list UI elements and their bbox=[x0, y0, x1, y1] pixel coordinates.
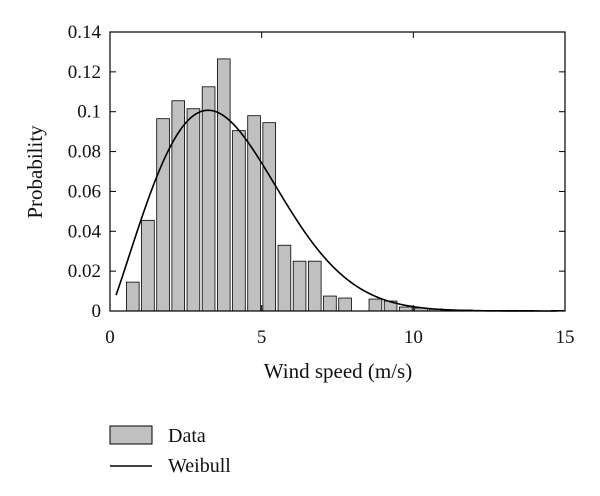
y-tick-label: 0.06 bbox=[68, 181, 101, 202]
histogram-bar bbox=[277, 244, 292, 312]
x-tick-label: 0 bbox=[105, 327, 115, 348]
y-tick-label: 0.02 bbox=[68, 261, 101, 282]
histogram-bar bbox=[201, 86, 216, 312]
x-tick-label: 15 bbox=[556, 327, 575, 348]
y-tick-label: 0.1 bbox=[77, 102, 101, 123]
histogram-bar bbox=[338, 297, 352, 312]
histogram-bar bbox=[307, 260, 322, 312]
histogram-bar bbox=[186, 108, 201, 312]
histogram-bar bbox=[368, 298, 383, 312]
histogram-bars bbox=[125, 58, 565, 312]
histogram-bar bbox=[323, 295, 337, 312]
x-axis-label: Wind speed (m/s) bbox=[264, 359, 412, 383]
plot-area-frame bbox=[109, 31, 566, 312]
histogram-bar bbox=[125, 281, 140, 312]
legend-weibull-label: Weibull bbox=[168, 455, 231, 477]
y-axis-label: Probability bbox=[23, 125, 47, 219]
histogram-bar bbox=[262, 122, 277, 312]
y-tick-label: 0 bbox=[92, 301, 102, 322]
y-tick-label: 0.08 bbox=[68, 142, 101, 163]
y-tick-label: 0.14 bbox=[68, 22, 102, 43]
legend: Data Weibull bbox=[109, 425, 231, 477]
legend-data-swatch bbox=[109, 425, 153, 445]
x-tick-label: 5 bbox=[257, 327, 267, 348]
x-tick-label: 10 bbox=[404, 327, 423, 348]
y-tick-label: 0.12 bbox=[68, 62, 101, 83]
histogram-bar bbox=[156, 118, 170, 312]
histogram-bar bbox=[232, 130, 246, 312]
x-axis-ticks: 0 5 10 15 bbox=[105, 32, 575, 348]
histogram-bar bbox=[141, 219, 155, 312]
y-tick-label: 0.04 bbox=[68, 221, 102, 242]
legend-data-label: Data bbox=[168, 425, 206, 447]
histogram-bar bbox=[216, 58, 231, 312]
histogram-bar bbox=[292, 260, 307, 312]
y-axis-ticks: 0 0.02 0.04 0.06 0.08 0.1 0.12 0.14 bbox=[68, 22, 565, 322]
